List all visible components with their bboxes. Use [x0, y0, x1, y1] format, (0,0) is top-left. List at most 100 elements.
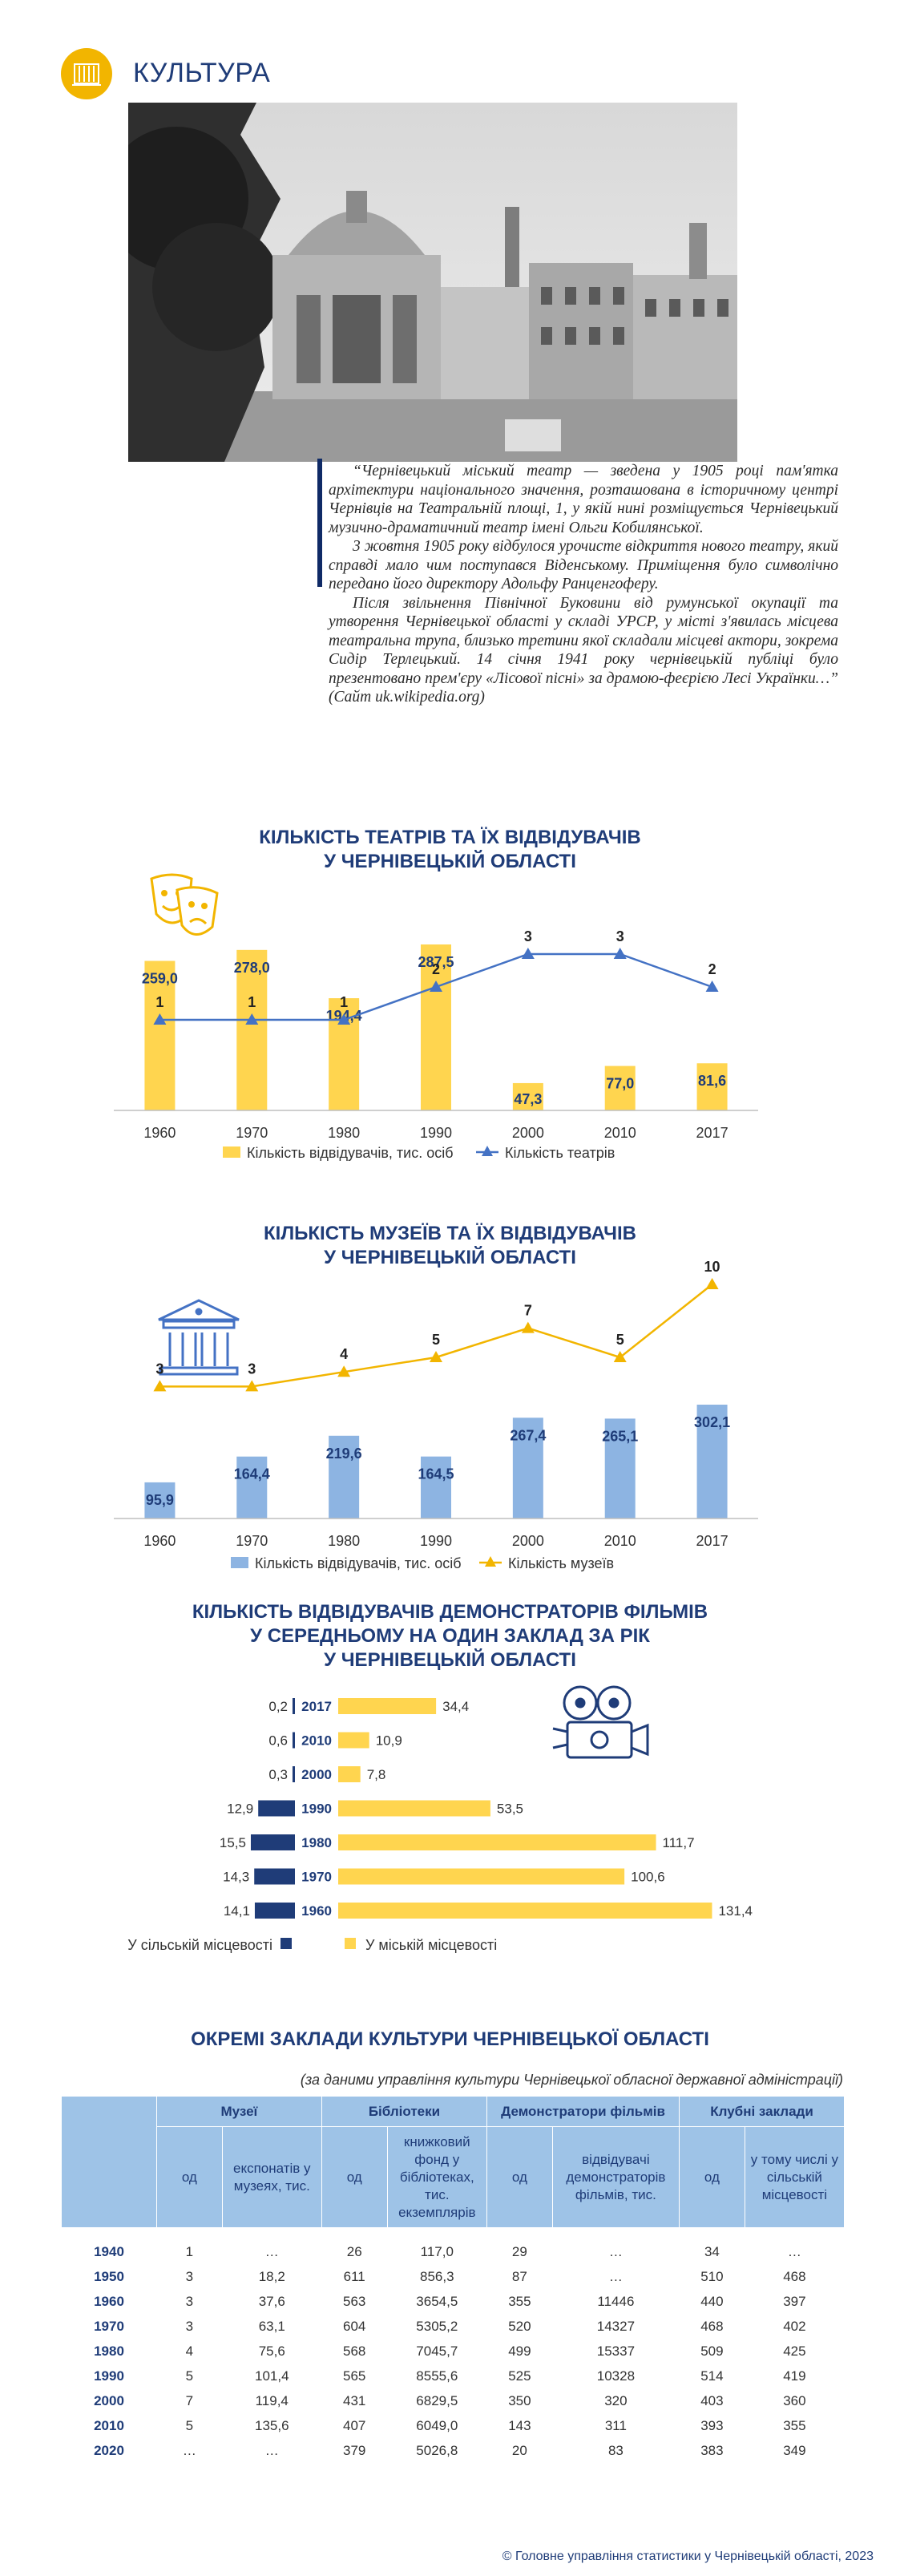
chart-title-line: КІЛЬКІСТЬ ТЕАТРІВ ТА ЇХ ВІДВІДУВАЧІВ: [259, 827, 641, 848]
page-title: КУЛЬТУРА: [133, 58, 271, 88]
bar: [604, 1066, 636, 1110]
line-data-label: 3: [248, 1361, 256, 1377]
table-cell: 5: [185, 2368, 194, 2384]
table-cell: 565: [343, 2368, 366, 2384]
chart-title-line: У ЧЕРНІВЕЦЬКІЙ ОБЛАСТІ: [324, 851, 576, 872]
subheader: од: [679, 2126, 745, 2228]
table-cell: 525: [508, 2368, 531, 2384]
table-row: 1980 4 75,6 568 7045,7 499 15337 509 425: [62, 2339, 845, 2364]
quote-paragraph: 3 жовтня 1905 року відбулося урочисте ві…: [329, 538, 838, 592]
line-data-label: 3: [155, 1361, 163, 1377]
x-tick-label: 1980: [328, 1125, 360, 1141]
table-row: 2000 7 119,4 431 6829,5 350 320 403 360: [62, 2388, 845, 2413]
table-cell: 1: [185, 2243, 194, 2259]
group-header-clubs: Клубні заклади: [679, 2096, 845, 2127]
line-data-label: 1: [340, 994, 348, 1010]
table-cell: 403: [700, 2392, 724, 2408]
bar-rural: [254, 1903, 295, 1919]
table-cell: 5: [185, 2417, 194, 2433]
quote-accent-bar: [317, 459, 322, 587]
legend-swatch-bar: [223, 1146, 240, 1158]
table-cell: 355: [508, 2293, 531, 2309]
bar: [604, 1418, 636, 1519]
x-tick-label: 1960: [143, 1533, 176, 1549]
table-cell: 34: [704, 2243, 720, 2259]
footer-copyright: © Головне управління статистики у Чернів…: [502, 2550, 874, 2563]
subheader: у тому числі у сільській місцевості: [744, 2126, 846, 2228]
line-point: [521, 1321, 535, 1333]
table-cell: 87: [511, 2268, 527, 2284]
table-cell: 20: [511, 2442, 527, 2458]
table-cell: …: [608, 2243, 623, 2259]
table-cell: …: [182, 2442, 196, 2458]
theatres-chart-title: КІЛЬКІСТЬ ТЕАТРІВ ТА ЇХ ВІДВІДУВАЧІВ У Ч…: [0, 826, 900, 874]
bar: [696, 1405, 728, 1519]
bar-data-label: 15,5: [220, 1835, 246, 1850]
table-row: 2010 5 135,6 407 6049,0 143 311 393 355: [62, 2413, 845, 2438]
line-point: [613, 948, 627, 959]
y-tick-label: 2010: [301, 1733, 332, 1749]
x-tick-label: 1980: [328, 1533, 360, 1549]
year-cell: 1950: [94, 2268, 124, 2284]
bar-data-label: 111,7: [663, 1835, 695, 1850]
table-cell: 5305,2: [416, 2318, 458, 2334]
table-row: 1940 1… 26 117,0 29… 34…: [62, 2239, 845, 2264]
year-cell: 2010: [94, 2417, 124, 2433]
subheader: од: [321, 2126, 388, 2228]
museum-building-icon: [158, 1299, 240, 1376]
table-cell: 29: [511, 2243, 527, 2259]
bar-data-label: 302,1: [694, 1414, 730, 1430]
table-cell: 520: [508, 2318, 531, 2334]
bar-data-label: 259,0: [142, 971, 178, 987]
bar-data-label: 164,4: [234, 1466, 270, 1482]
table-cell: 8555,6: [416, 2368, 458, 2384]
bar-data-label: 100,6: [631, 1870, 665, 1885]
table-cell: 568: [343, 2343, 366, 2359]
line-data-label: 2: [432, 961, 440, 977]
y-tick-label: 2000: [301, 1767, 332, 1782]
table-cell: 37,6: [258, 2293, 285, 2309]
table-cell: 135,6: [254, 2417, 289, 2433]
table-cell: 75,6: [258, 2343, 285, 2359]
table-cell: 26: [346, 2243, 362, 2259]
legend-entry: Кількість відвідувачів, тис. осіб: [247, 1145, 454, 1161]
table-cell: 425: [783, 2343, 806, 2359]
history-quote: “Чернівецький міський театр — зведена у …: [329, 462, 838, 707]
bar-data-label: 81,6: [698, 1073, 726, 1089]
y-tick-label: 1970: [301, 1870, 332, 1885]
bar-urban: [338, 1698, 437, 1714]
cinema-chart-title: КІЛЬКІСТЬ ВІДВІДУВАЧІВ ДЕМОНСТРАТОРІВ ФІ…: [0, 1600, 900, 1672]
subheader: од: [155, 2126, 223, 2228]
table-cell: 431: [343, 2392, 366, 2408]
bar-rural: [293, 1732, 295, 1749]
year-cell: 2020: [94, 2442, 124, 2458]
table-cell: 6829,5: [416, 2392, 458, 2408]
legend-swatch: [280, 1938, 292, 1949]
bar-data-label: 267,4: [510, 1427, 546, 1443]
bar-data-label: 47,3: [514, 1091, 542, 1107]
table-cell: 11446: [597, 2293, 635, 2309]
table-cell: 349: [783, 2442, 806, 2458]
bar-urban: [338, 1903, 712, 1919]
legend-entry: У сільській місцевості: [127, 1937, 272, 1953]
group-header-museums: Музеї: [155, 2096, 322, 2127]
line-data-label: 3: [524, 928, 532, 944]
subheader: відвідувачі демонстраторів фільмів, тис.: [551, 2126, 680, 2228]
table-cell: 379: [343, 2442, 366, 2458]
quote-paragraph: “Чернівецький міський театр — зведена у …: [329, 463, 838, 536]
line-point: [705, 981, 719, 992]
bar: [236, 949, 268, 1110]
table-cell: 510: [700, 2268, 724, 2284]
bar-data-label: 164,5: [418, 1466, 454, 1482]
legend-swatch-bar: [231, 1557, 248, 1568]
x-tick-label: 2000: [512, 1125, 544, 1141]
line-point: [153, 1380, 167, 1392]
table-cell: 407: [343, 2417, 366, 2433]
museums-chart-title: КІЛЬКІСТЬ МУЗЕЇВ ТА ЇХ ВІДВІДУВАЧІВ У ЧЕ…: [0, 1222, 900, 1270]
table-cell: 856,3: [420, 2268, 454, 2284]
year-cell: 1990: [94, 2368, 124, 2384]
line-point: [337, 1013, 351, 1025]
chart-title-line: У ЧЕРНІВЕЦЬКІЙ ОБЛАСТІ: [324, 1649, 576, 1671]
table-cell: 320: [604, 2392, 628, 2408]
x-tick-label: 1970: [236, 1533, 268, 1549]
